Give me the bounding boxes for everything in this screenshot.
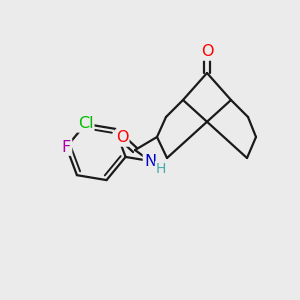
- Text: F: F: [62, 140, 71, 154]
- Text: O: O: [116, 130, 128, 146]
- Text: N: N: [144, 154, 156, 169]
- Text: Cl: Cl: [78, 116, 93, 131]
- Text: O: O: [201, 44, 213, 59]
- Text: H: H: [156, 162, 166, 176]
